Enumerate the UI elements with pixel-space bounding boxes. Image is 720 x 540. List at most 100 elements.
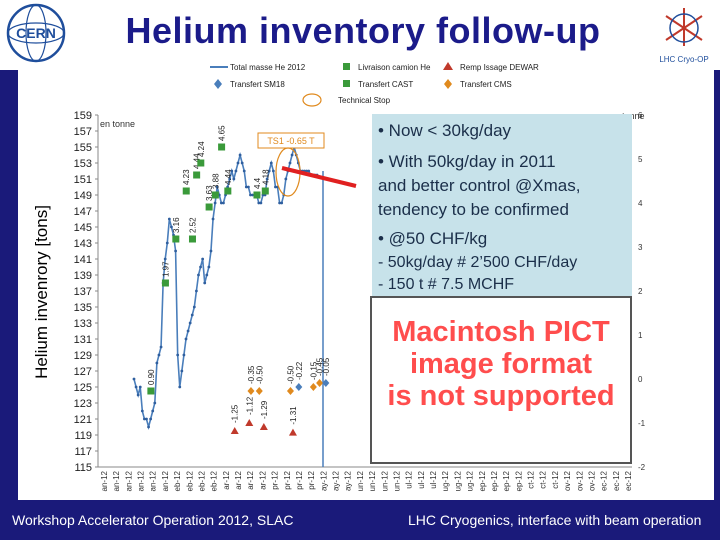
svg-text:LHC Cryo-OP: LHC Cryo-OP: [659, 55, 708, 64]
series-point: [232, 177, 236, 181]
y-tick-label: 139: [74, 270, 92, 282]
y-tick-label: 151: [74, 174, 92, 186]
legend-square-marker: [343, 80, 350, 87]
x-tick-label: un-12: [368, 470, 377, 491]
delivery-marker: [182, 187, 190, 195]
x-tick-label: ar-12: [258, 470, 267, 489]
x-tick-label: ay-12: [319, 470, 328, 491]
x-tick-label: ec-12: [600, 470, 609, 491]
series-point: [307, 169, 311, 173]
delivery-label: 3.88: [211, 173, 220, 189]
delivery-label: 4.44: [224, 169, 233, 185]
series-point: [180, 369, 184, 373]
note-line-2: • With 50kg/day in 2011: [378, 152, 556, 171]
footer-right: LHC Cryogenics, interface with beam oper…: [408, 512, 701, 528]
x-tick-label: pr-12: [271, 470, 280, 489]
legend-label: Transfert CAST: [358, 80, 413, 89]
x-tick-label: ul-12: [405, 470, 414, 488]
y2-tick-label: 4: [638, 199, 643, 208]
series-point: [213, 201, 217, 205]
series-point: [167, 217, 171, 221]
x-tick-label: pr-12: [307, 470, 316, 489]
x-tick-label: eb-12: [173, 470, 182, 491]
y2-tick-label: 2: [638, 287, 643, 296]
transfer-label: -0.50: [286, 365, 295, 384]
dewar-marker: [259, 423, 268, 430]
series-point: [205, 273, 209, 277]
header: [0, 0, 720, 70]
transfer-label: -0.50: [255, 365, 264, 384]
delivery-marker: [147, 387, 155, 395]
y-tick-label: 131: [74, 334, 92, 346]
footer-left: Workshop Accelerator Operation 2012, SLA…: [12, 512, 294, 528]
series-point: [219, 201, 223, 205]
y-unit-label: en tonne: [100, 119, 135, 129]
dewar-marker: [245, 419, 254, 426]
x-tick-label: an-12: [112, 470, 121, 491]
series-point: [284, 177, 288, 181]
legend-label: Technical Stop: [338, 96, 391, 105]
legend-triangle-marker: [443, 62, 453, 70]
x-tick-label: pr-12: [295, 470, 304, 489]
x-tick-label: ct-12: [539, 470, 548, 488]
series-point: [176, 353, 180, 357]
dewar-label: -1.25: [231, 404, 240, 423]
series-point: [153, 401, 157, 405]
y-tick-label: 115: [74, 462, 92, 474]
transfer-label: -0.15: [309, 361, 318, 380]
series-point: [197, 273, 200, 277]
series-point: [186, 329, 190, 333]
series-point: [211, 217, 215, 221]
left-bar: [0, 70, 18, 510]
x-tick-label: an-12: [137, 470, 146, 491]
series-point: [280, 201, 284, 205]
y-tick-label: 133: [74, 318, 92, 330]
series-point: [242, 169, 246, 173]
transfer-label: -0.45: [316, 357, 325, 376]
series-point: [184, 337, 188, 341]
x-tick-label: ar-12: [246, 470, 255, 489]
transfer-marker: [286, 387, 294, 395]
series-point: [145, 417, 148, 421]
note-line-6: - 50kg/day # 2’500 CHF/day: [378, 254, 578, 271]
transfer-marker: [316, 379, 324, 387]
y-tick-label: 145: [74, 222, 92, 234]
delivery-label: 3.63: [205, 185, 214, 201]
x-tick-label: ep-12: [502, 470, 511, 491]
x-tick-label: un-12: [380, 470, 389, 491]
y-tick-label: 149: [74, 190, 92, 202]
x-tick-label: ug-12: [466, 470, 475, 491]
series-point: [236, 161, 240, 165]
lhc-cryo-logo: LHC Cryo-OP: [652, 2, 716, 66]
transfer-marker: [247, 387, 255, 395]
series-point: [163, 257, 167, 261]
x-tick-label: ov-12: [575, 470, 584, 491]
x-tick-label: eb-12: [197, 470, 206, 491]
ts1-label: TS1 -0.65 T: [267, 136, 315, 146]
series-point: [132, 377, 136, 381]
x-tick-label: ay-12: [344, 470, 353, 491]
x-tick-label: ep-12: [478, 470, 487, 491]
y2-tick-label: 0: [638, 375, 643, 384]
legend-label: Transfert CMS: [460, 80, 512, 89]
x-tick-label: ul-12: [429, 470, 438, 488]
delivery-label: 4.4: [253, 177, 262, 189]
notes-box: • Now < 30kg/day • With 50kg/day in 2011…: [372, 114, 632, 296]
series-point: [151, 409, 155, 413]
dewar-label: -1.12: [245, 396, 254, 415]
page-title: Helium inventory follow-up: [125, 10, 601, 51]
legend-ellipse-marker: [302, 93, 322, 107]
ts1-box: [257, 132, 325, 149]
delivery-marker: [253, 191, 261, 199]
transfer-label: -0.35: [247, 365, 256, 384]
note-line-5: • @50 CHF/kg: [378, 229, 488, 248]
x-tick-label: pr-12: [283, 470, 292, 489]
svg-text:CERN: CERN: [16, 25, 56, 41]
series-point: [157, 353, 161, 357]
x-tick-label: an-12: [149, 470, 158, 491]
series-point: [188, 321, 192, 325]
series-point: [203, 281, 207, 285]
x-tick-label: eb-12: [185, 470, 194, 491]
delivery-label: 4.23: [182, 169, 191, 185]
series-point: [195, 289, 198, 293]
